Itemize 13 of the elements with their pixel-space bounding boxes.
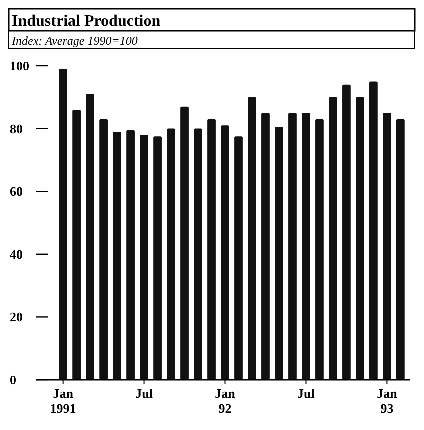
x-tick-label: Jan 92 [215, 386, 236, 416]
y-tick-label: 100 [10, 58, 30, 74]
y-tick-label: 80 [10, 121, 23, 136]
y-tick-label: 40 [10, 246, 23, 262]
x-tick-label: Jul [136, 386, 154, 401]
chart-title: Industrial Production [12, 13, 161, 30]
y-tick-label: 0 [10, 372, 16, 388]
y-tick-label: 60 [10, 184, 23, 200]
x-tick-label: Jan 1991 [50, 386, 76, 416]
chart-subtitle: Index: Average 1990=100 [11, 34, 138, 48]
y-tick-label: 20 [10, 310, 23, 325]
x-tick-label: Jul [298, 386, 316, 401]
x-tick-label: Jan 93 [377, 386, 398, 416]
